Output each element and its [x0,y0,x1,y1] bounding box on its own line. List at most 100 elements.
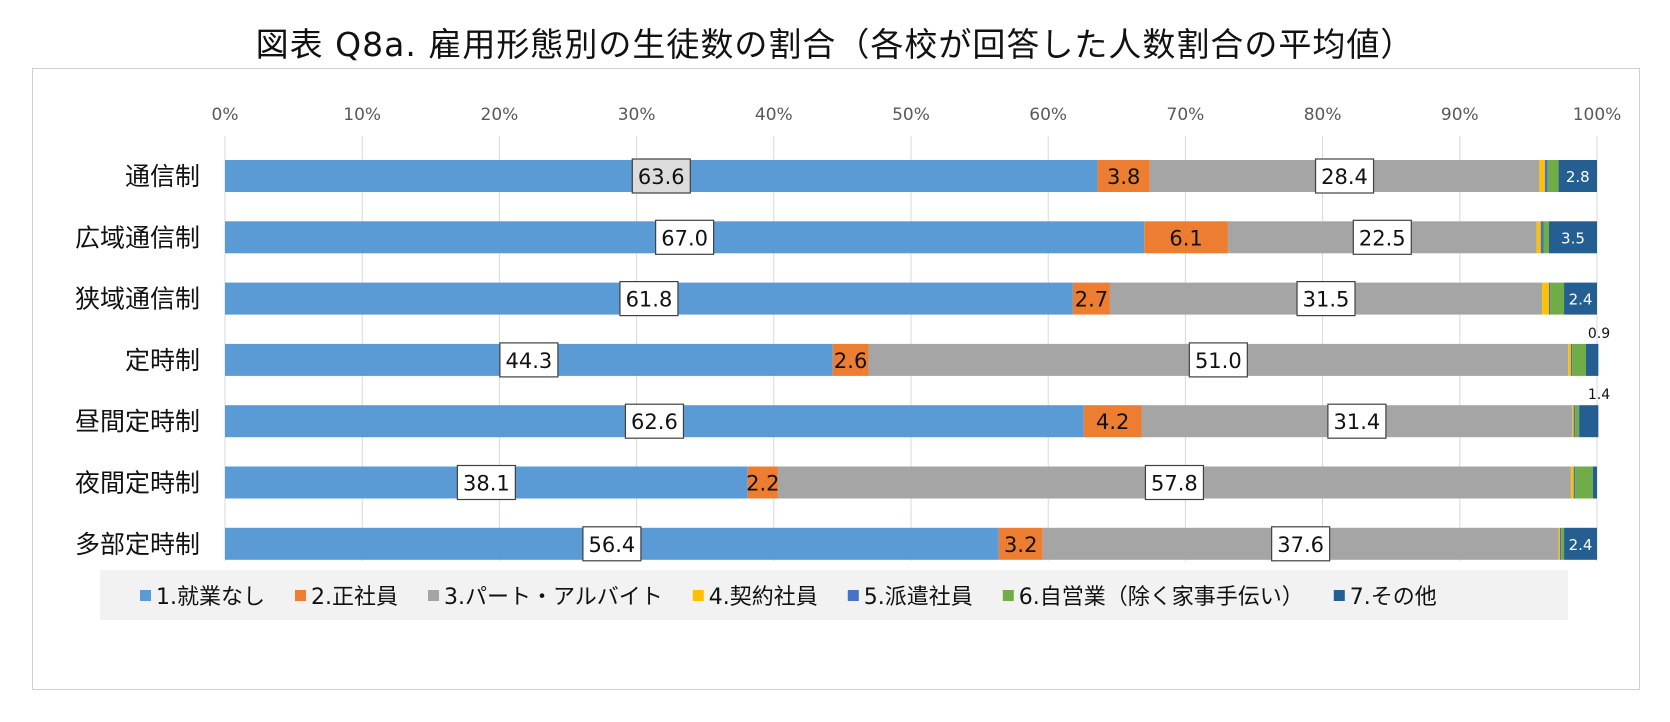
bar-segment [1579,405,1599,438]
bar-segment [1575,405,1580,438]
data-label-box [1188,342,1248,378]
data-label-box [456,464,516,501]
data-label: 44.3 [506,349,553,373]
legend-label: 4.契約社員 [709,585,818,610]
bar-segment [832,343,869,376]
bar-segment [1072,282,1110,315]
x-tick-label: 40% [755,105,793,125]
bar-segment [1097,160,1150,192]
data-label: 4.2 [1096,410,1129,434]
category-label: 多部定時制 [75,530,200,559]
bar-segment [1570,466,1574,499]
x-tick-label: 30% [618,105,656,125]
bar-segment [1144,221,1228,254]
legend-swatch [140,590,151,601]
legend-swatch [1333,590,1345,601]
bar-segment [1548,221,1597,254]
bar-segment [998,527,1043,560]
legend-swatch [1002,590,1014,601]
data-label: 2.4 [1569,291,1593,309]
data-label-box [1271,526,1331,562]
bar-segment [1561,527,1565,560]
data-label: 61.8 [626,288,673,312]
x-tick-label: 20% [481,105,519,125]
bar-segment [1570,343,1573,376]
bar-segment [1559,527,1562,560]
data-label: 56.4 [589,533,636,557]
category-label: 狭域通信制 [75,285,200,314]
data-label: 67.0 [661,226,708,250]
data-label: 31.4 [1334,410,1381,434]
legend-background [100,570,1568,620]
data-label: 3.2 [1004,533,1037,557]
data-label: 2.4 [1569,536,1593,554]
bar-segment [1543,221,1549,254]
bar-segment [747,466,778,499]
bar-segment [1573,405,1576,438]
category-label: 夜間定時制 [75,469,200,498]
data-label: 2.2 [746,472,779,496]
data-label-box [1327,403,1387,439]
bar-segment [1083,405,1142,438]
legend-swatch [692,590,704,601]
legend-swatch [428,590,439,601]
data-label-box [1144,464,1205,501]
data-label: 57.8 [1151,472,1198,496]
x-tick-label: 70% [1167,105,1205,125]
bar-segment [1542,282,1549,315]
legend-label: 1.就業なし [156,585,265,610]
data-label: 28.4 [1321,165,1368,189]
data-label: 51.0 [1195,349,1242,373]
bar-segment [1550,282,1565,315]
data-label: 2.6 [834,349,867,373]
bar-segment [1540,221,1544,254]
legend-swatch [295,590,306,601]
data-label: 37.6 [1277,533,1324,557]
legend-label: 5.派遣社員 [864,585,973,610]
data-label: 63.6 [638,165,685,189]
data-label-box [631,158,691,194]
bar-segment [1573,466,1576,499]
x-tick-label: 90% [1441,105,1479,125]
legend-label: 7.その他 [1350,585,1437,610]
data-label-box [1314,158,1375,194]
x-tick-label: 10% [343,105,381,125]
bar-segment [1536,221,1541,254]
data-label-box [1352,219,1412,255]
bar-segment [1544,160,1548,192]
x-tick-label: 60% [1029,105,1067,125]
data-label: 38.1 [463,472,510,496]
data-label-box [624,403,685,439]
bar-segment [1564,527,1597,560]
data-label-box [582,526,642,562]
data-label-box [619,281,679,317]
category-label: 昼間定時制 [75,407,200,436]
legend-label: 6.自営業（除く家事手伝い） [1019,585,1304,610]
chart-title: 図表 Q8a. 雇用形態別の生徒数の割合（各校が回答した人数割合の平均値） [255,25,1415,64]
data-label: 1.4 [1588,387,1610,403]
x-tick-label: 0% [212,105,239,125]
bar-segment [1539,160,1545,192]
x-tick-label: 80% [1304,105,1342,125]
data-label: 2.7 [1075,288,1108,312]
bar-segment [1558,160,1597,192]
legend-label: 3.パート・アルバイト [444,585,663,610]
bar-segment [1586,343,1599,376]
data-label: 2.8 [1566,168,1590,186]
bar-segment [1572,343,1587,376]
data-label: 0.9 [1588,326,1610,342]
data-label: 3.8 [1107,165,1140,189]
bar-segment [1592,466,1597,499]
bar-segment [1547,160,1559,192]
bar-segment [1568,343,1571,376]
legend-label: 2.正社員 [311,585,398,610]
bar-segment [1575,466,1593,499]
data-label: 6.1 [1169,226,1202,250]
bar-segment [1564,282,1597,315]
bar-segment [1558,527,1560,560]
data-label-box [655,219,715,255]
bar-segment [1572,405,1574,438]
data-label-box [499,342,559,378]
data-label: 31.5 [1303,288,1350,312]
data-label: 62.6 [631,410,678,434]
